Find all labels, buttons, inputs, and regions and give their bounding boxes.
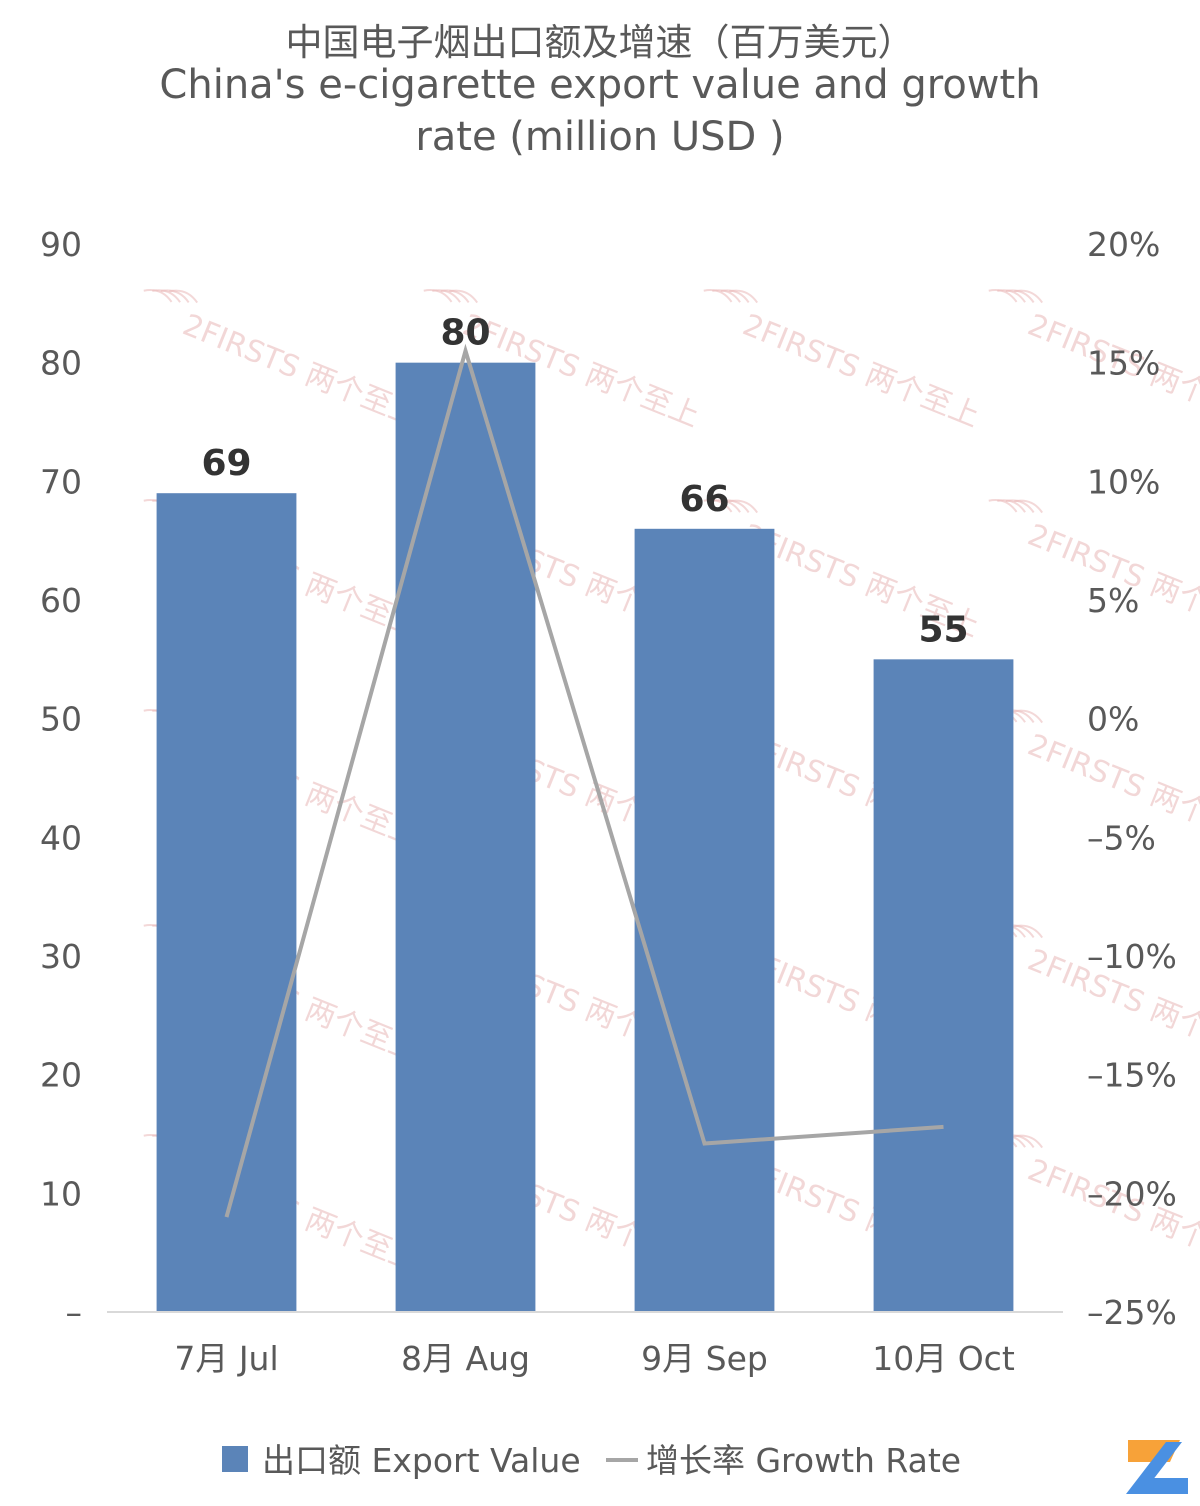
watermark-mark xyxy=(720,499,750,513)
watermark: 2FIRSTS 两个至上 xyxy=(988,499,1200,644)
legend-swatch-export-value xyxy=(222,1446,248,1472)
legend-label-export-value: 出口额 Export Value xyxy=(262,1441,581,1480)
bar-0 xyxy=(156,493,297,1312)
bar-data-label: 69 xyxy=(201,443,251,484)
watermark-mark xyxy=(1014,709,1044,724)
2firsts-logo xyxy=(1126,1440,1188,1494)
chart-title-en-line2: rate (million USD ) xyxy=(415,114,785,160)
bar-series xyxy=(156,362,1014,1313)
bar-data-label: 80 xyxy=(440,313,490,354)
watermark-mark xyxy=(1005,499,1035,513)
watermark-mark xyxy=(1005,289,1035,303)
right-axis-ticks: –25% –20% –15% –10% –5% 0% 5% 10% 15% 20% xyxy=(1087,225,1177,1332)
watermark-mark xyxy=(703,499,733,513)
left-tick-label: 10 xyxy=(40,1174,82,1213)
left-tick-label: 90 xyxy=(40,225,82,264)
watermark-mark xyxy=(143,289,173,303)
left-tick-label: 50 xyxy=(40,700,82,739)
watermark-mark xyxy=(440,289,470,303)
watermark-mark xyxy=(160,289,190,303)
category-label: 9月 Sep xyxy=(641,1339,768,1378)
watermark-mark xyxy=(712,499,741,513)
watermark-text: 2FIRSTS 两个至上 xyxy=(178,308,425,435)
left-axis-ticks: – 10 20 30 40 50 60 70 80 90 xyxy=(40,225,82,1332)
watermark-mark xyxy=(712,289,741,303)
watermark-mark xyxy=(1014,1134,1044,1149)
right-tick-label: –10% xyxy=(1087,937,1177,976)
watermark-mark xyxy=(1014,924,1044,939)
left-tick-label: 60 xyxy=(40,581,82,620)
right-tick-label: 5% xyxy=(1087,581,1139,620)
category-label: 7月 Jul xyxy=(174,1339,278,1378)
watermark-mark xyxy=(432,289,461,303)
watermark-mark xyxy=(729,289,759,304)
left-tick-label: 30 xyxy=(40,937,82,976)
left-tick-label: 20 xyxy=(40,1056,82,1095)
left-tick-label: 70 xyxy=(40,462,82,501)
right-tick-label: 0% xyxy=(1087,700,1139,739)
watermark-mark xyxy=(1014,289,1044,304)
watermark-mark xyxy=(152,289,181,303)
watermark-mark xyxy=(720,289,750,303)
bar-3 xyxy=(873,659,1014,1312)
watermark-mark xyxy=(703,289,733,303)
left-tick-label: 40 xyxy=(40,818,82,857)
watermark-mark xyxy=(449,289,479,304)
watermark-mark xyxy=(729,499,759,514)
watermark-mark xyxy=(988,499,1018,513)
growth-rate-line xyxy=(224,343,944,1218)
watermark-mark xyxy=(997,499,1026,513)
watermark-text: 2FIRSTS 两个至上 xyxy=(738,308,985,435)
category-label: 8月 Aug xyxy=(401,1339,530,1378)
watermark: 2FIRSTS 两个至上 xyxy=(143,289,425,435)
bar-1 xyxy=(395,362,536,1313)
chart-title-en-line1: China's e-cigarette export value and gro… xyxy=(159,62,1041,108)
right-tick-label: –15% xyxy=(1087,1056,1177,1095)
chart-title-cn: 中国电子烟出口额及增速（百万美元） xyxy=(285,21,915,64)
right-tick-label: 15% xyxy=(1087,344,1160,383)
legend: 出口额 Export Value 增长率 Growth Rate xyxy=(222,1441,961,1480)
watermark-text: 2FIRSTS 两个至上 xyxy=(1023,1153,1200,1280)
watermark: 2FIRSTS 两个至上 xyxy=(703,289,985,435)
bar-2 xyxy=(634,528,775,1312)
watermark-mark xyxy=(1014,499,1044,514)
right-tick-label: 20% xyxy=(1087,225,1160,264)
x-axis-categories: 7月 Jul 8月 Aug 9月 Sep 10月 Oct xyxy=(174,1339,1014,1378)
right-tick-label: –5% xyxy=(1087,818,1156,857)
right-tick-label: –20% xyxy=(1087,1174,1177,1213)
logo-slash-shape xyxy=(1126,1442,1182,1494)
watermark-mark xyxy=(423,289,453,303)
bar-data-labels: 69 80 66 55 xyxy=(201,313,968,651)
watermark-mark xyxy=(988,289,1018,303)
logo-bottom-shape xyxy=(1138,1478,1188,1494)
left-tick-label: – xyxy=(66,1293,83,1332)
bar-data-label: 66 xyxy=(679,479,729,520)
legend-label-growth-rate: 增长率 Growth Rate xyxy=(646,1441,961,1480)
watermark-mark xyxy=(169,289,199,304)
bar-data-label: 55 xyxy=(918,609,968,650)
right-tick-label: –25% xyxy=(1087,1293,1177,1332)
right-tick-label: 10% xyxy=(1087,462,1160,501)
watermark-mark xyxy=(997,289,1026,303)
left-tick-label: 80 xyxy=(40,344,82,383)
category-label: 10月 Oct xyxy=(872,1339,1015,1378)
growth-line-series xyxy=(224,343,944,1218)
